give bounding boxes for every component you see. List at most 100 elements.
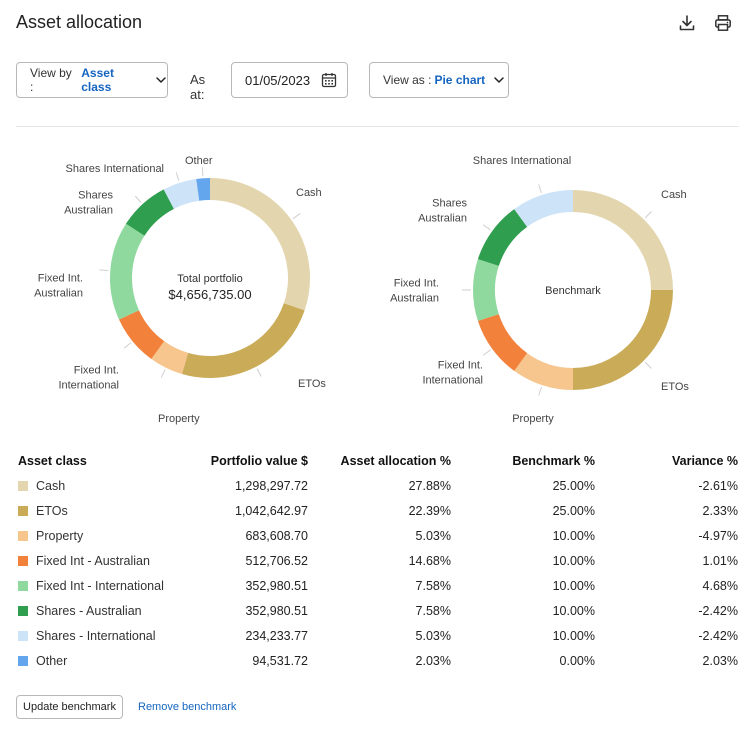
download-icon[interactable] xyxy=(678,14,696,32)
view-by-dropdown[interactable]: View by : Asset class xyxy=(16,62,168,98)
donut-slice[interactable] xyxy=(110,223,145,320)
table-row: Shares - Australian 352,980.51 7.58% 10.00%… xyxy=(16,598,740,623)
color-swatch xyxy=(18,555,28,566)
slice-label: Shares xyxy=(78,190,113,202)
portfolio-value-cell: 94,531.72 xyxy=(252,653,308,668)
donut-chart-1: Cash ETOs Property Fixed Int. International F… xyxy=(34,155,326,425)
chevron-down-icon xyxy=(155,74,167,86)
benchmark-cell: 10.00% xyxy=(552,628,595,643)
slice-label: Other xyxy=(185,155,213,167)
table-row: ETOs 1,042,642.97 22.39% 25.00% 2.33% xyxy=(16,498,740,523)
view-as-dropdown[interactable]: View as : Pie chart xyxy=(369,62,509,98)
date-value: 01/05/2023 xyxy=(245,72,311,88)
leader-line xyxy=(201,167,204,177)
donut-slice[interactable] xyxy=(514,352,574,390)
slice-label: ETOs xyxy=(661,381,689,393)
page-title: Asset allocation xyxy=(16,12,143,32)
variance-cell: -2.42% xyxy=(698,603,738,618)
color-swatch xyxy=(18,580,28,591)
chevron-down-icon xyxy=(493,74,505,86)
view-as-label: View as : xyxy=(383,73,432,87)
slice-label: Property xyxy=(158,413,200,425)
slice-label: Shares xyxy=(432,198,467,210)
table-row: Cash 1,298,297.72 27.88% 25.00% -2.61% xyxy=(16,473,740,498)
donut-slice[interactable] xyxy=(163,178,200,210)
slice-label: Fixed Int. xyxy=(438,360,483,372)
benchmark-cell: 10.00% xyxy=(552,603,595,618)
view-by-label: View by : xyxy=(30,66,72,94)
asset-allocation-cell: 27.88% xyxy=(408,478,451,493)
donut-slice[interactable] xyxy=(125,189,175,237)
variance-cell: -2.42% xyxy=(698,628,738,643)
table-row: Fixed Int - Australian 512,706.52 14.68% 10… xyxy=(16,548,740,573)
printer-icon[interactable] xyxy=(714,14,732,32)
variance-cell: 1.01% xyxy=(702,553,738,568)
donut-slice[interactable] xyxy=(477,209,528,267)
leader-line xyxy=(644,361,652,369)
variance-cell: 2.33% xyxy=(702,503,738,518)
benchmark-cell: 10.00% xyxy=(552,528,595,543)
donut-slice[interactable] xyxy=(118,309,165,359)
donut-slice[interactable] xyxy=(151,340,189,374)
leader-line xyxy=(538,386,542,396)
asset-class-name: Fixed Int - International xyxy=(36,578,164,593)
center-value: $4,656,735.00 xyxy=(168,287,251,302)
leader-line xyxy=(482,224,491,231)
donut-slice[interactable] xyxy=(473,259,499,321)
portfolio-value-cell: 1,298,297.72 xyxy=(235,478,308,493)
asset-allocation-cell: 7.58% xyxy=(415,578,451,593)
donut-slice[interactable] xyxy=(477,313,528,371)
asset-class-cell: ETOs xyxy=(16,498,186,523)
benchmark-cell: 25.00% xyxy=(552,503,595,518)
asset-class-name: Fixed Int - Australian xyxy=(36,553,150,568)
slice-label: Fixed Int. xyxy=(38,273,83,285)
asset-class-name: Other xyxy=(36,653,68,668)
leader-line xyxy=(644,211,652,219)
asset-class-name: Shares - International xyxy=(36,628,156,643)
slice-label: Shares International xyxy=(473,155,571,167)
center-label: Benchmark xyxy=(545,285,601,297)
color-swatch xyxy=(18,530,28,541)
donut-slice[interactable] xyxy=(514,190,574,228)
benchmark-cell: 10.00% xyxy=(552,578,595,593)
donut-slice[interactable] xyxy=(181,302,305,378)
donut-slice[interactable] xyxy=(572,289,673,390)
asset-allocation-cell: 5.03% xyxy=(415,528,451,543)
remove-benchmark-link[interactable]: Remove benchmark xyxy=(138,701,237,713)
leader-line xyxy=(292,213,301,220)
slice-label: Fixed Int. xyxy=(394,278,439,290)
slice-label: Property xyxy=(512,413,554,425)
asset-class-name: Property xyxy=(36,528,84,543)
donut-slice[interactable] xyxy=(572,190,673,291)
date-field[interactable]: 01/05/2023 xyxy=(231,62,348,98)
asset-class-name: Cash xyxy=(36,478,66,493)
header-asset-allocation[interactable]: Asset allocation % xyxy=(340,454,451,468)
portfolio-value-cell: 1,042,642.97 xyxy=(235,503,308,518)
table-header-row: Asset class Portfolio value $ Asset allo… xyxy=(16,449,740,473)
header-asset-class[interactable]: Asset class xyxy=(18,454,87,468)
portfolio-value-cell: 234,233.77 xyxy=(245,628,308,643)
donut-slice[interactable] xyxy=(196,178,211,201)
header-benchmark[interactable]: Benchmark % xyxy=(512,454,595,468)
benchmark-cell: 10.00% xyxy=(552,553,595,568)
update-benchmark-button[interactable]: Update benchmark xyxy=(16,695,123,719)
allocation-table: Asset class Portfolio value $ Asset allo… xyxy=(16,449,740,673)
slice-label: ETOs xyxy=(298,378,326,390)
slice-label: Cash xyxy=(296,187,322,199)
slice-label: Cash xyxy=(661,189,687,201)
slice-label: Australian xyxy=(64,205,113,217)
color-swatch xyxy=(18,655,28,666)
table-row: Shares - International 234,233.77 5.03% 10.… xyxy=(16,623,740,648)
leader-line xyxy=(256,368,262,377)
asset-class-cell: Fixed Int - Australian xyxy=(16,548,186,573)
donut-slice[interactable] xyxy=(209,178,310,311)
header-portfolio-value[interactable]: Portfolio value $ xyxy=(210,454,308,468)
leader-line xyxy=(134,195,142,203)
calendar-icon[interactable] xyxy=(321,72,337,88)
variance-cell: 2.03% xyxy=(702,653,738,668)
header-variance[interactable]: Variance % xyxy=(671,454,738,468)
color-swatch xyxy=(18,480,28,491)
asset-allocation-cell: 5.03% xyxy=(415,628,451,643)
leader-line xyxy=(175,172,180,182)
asset-allocation-cell: 22.39% xyxy=(408,503,451,518)
